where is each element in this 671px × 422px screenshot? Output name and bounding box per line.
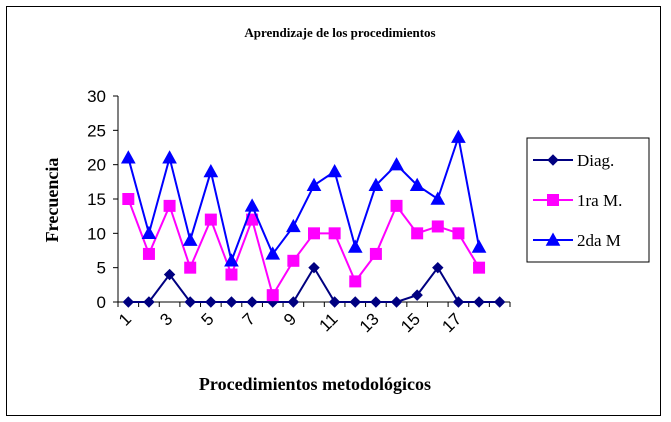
series-2 (122, 193, 486, 302)
data-point (246, 296, 258, 308)
data-point (120, 150, 136, 164)
data-point (369, 247, 382, 260)
data-point (452, 227, 465, 240)
data-point (430, 191, 446, 205)
data-point (370, 296, 382, 308)
legend-item: Diag. (533, 151, 614, 170)
data-point (266, 289, 279, 302)
series-layer (120, 129, 506, 308)
data-point (328, 296, 341, 308)
data-point (390, 296, 403, 308)
data-point (184, 296, 196, 308)
y-tick-label: 0 (97, 293, 106, 312)
data-point (163, 268, 176, 281)
data-point (203, 164, 219, 178)
y-tick-label: 30 (87, 87, 106, 106)
data-point (306, 177, 322, 191)
data-point (411, 227, 424, 240)
data-point (409, 177, 425, 191)
data-point (349, 296, 361, 308)
x-axis-label: Procedimientos metodológicos (199, 374, 431, 394)
data-point (287, 254, 300, 267)
data-point (224, 253, 239, 267)
x-tick-label: 11 (316, 309, 342, 335)
legend: Diag. 1ra M. 2da M (526, 137, 650, 263)
data-point (390, 199, 403, 212)
legend-label: Diag. (577, 151, 614, 170)
legend-marker (547, 194, 559, 206)
data-point (471, 239, 487, 253)
data-point (244, 198, 260, 212)
x-tick-label: 9 (280, 309, 300, 329)
data-point (122, 296, 135, 308)
x-tick-label: 3 (156, 309, 176, 329)
legend-label: 2da M (577, 231, 621, 250)
series-3 (120, 129, 487, 267)
data-point (287, 296, 300, 308)
data-point (225, 296, 238, 308)
data-point (452, 296, 465, 308)
x-tick-label: 13 (356, 309, 383, 336)
data-point (451, 129, 466, 143)
legend-label: 1ra M. (577, 191, 622, 210)
data-point (143, 296, 155, 308)
y-axis-label: Frecuencia (42, 158, 62, 243)
series-1 (122, 261, 506, 308)
data-point (349, 275, 362, 288)
legend-item: 1ra M. (533, 191, 622, 210)
data-point (308, 261, 320, 274)
data-point (431, 220, 444, 233)
legend-item: 2da M (533, 231, 621, 250)
data-point (204, 213, 217, 226)
data-point (327, 164, 342, 178)
data-point (347, 239, 363, 253)
data-point (142, 247, 155, 260)
data-point (473, 261, 486, 274)
x-tick-label: 1 (115, 309, 135, 329)
data-point (205, 296, 217, 308)
data-point (368, 177, 384, 191)
data-point (389, 157, 404, 171)
chart-title: Aprendizaje de los procedimientos (244, 25, 435, 40)
x-tick-label: 5 (198, 309, 218, 329)
data-point (265, 246, 281, 260)
data-point (163, 199, 176, 212)
data-point (411, 289, 423, 301)
data-point (184, 261, 197, 274)
legend-marker (545, 232, 561, 246)
x-tick-label: 7 (239, 309, 259, 329)
data-point (286, 218, 301, 233)
data-point (328, 227, 341, 240)
data-point (432, 261, 444, 274)
data-point (162, 150, 177, 164)
x-tick-label: 15 (397, 309, 424, 336)
y-tick-label: 10 (87, 224, 106, 243)
series-line (127, 198, 480, 298)
data-point (473, 296, 485, 308)
x-tick-label: 17 (438, 309, 465, 336)
legend-marker (547, 154, 559, 166)
data-point (122, 193, 135, 205)
y-tick-label: 15 (87, 190, 106, 209)
y-tick-label: 20 (87, 156, 106, 175)
data-point (225, 268, 238, 281)
data-point (493, 296, 506, 308)
y-tick-label: 25 (87, 121, 106, 140)
y-tick-label: 5 (97, 259, 106, 278)
data-point (141, 225, 157, 240)
data-point (308, 227, 320, 240)
data-point (182, 232, 198, 246)
